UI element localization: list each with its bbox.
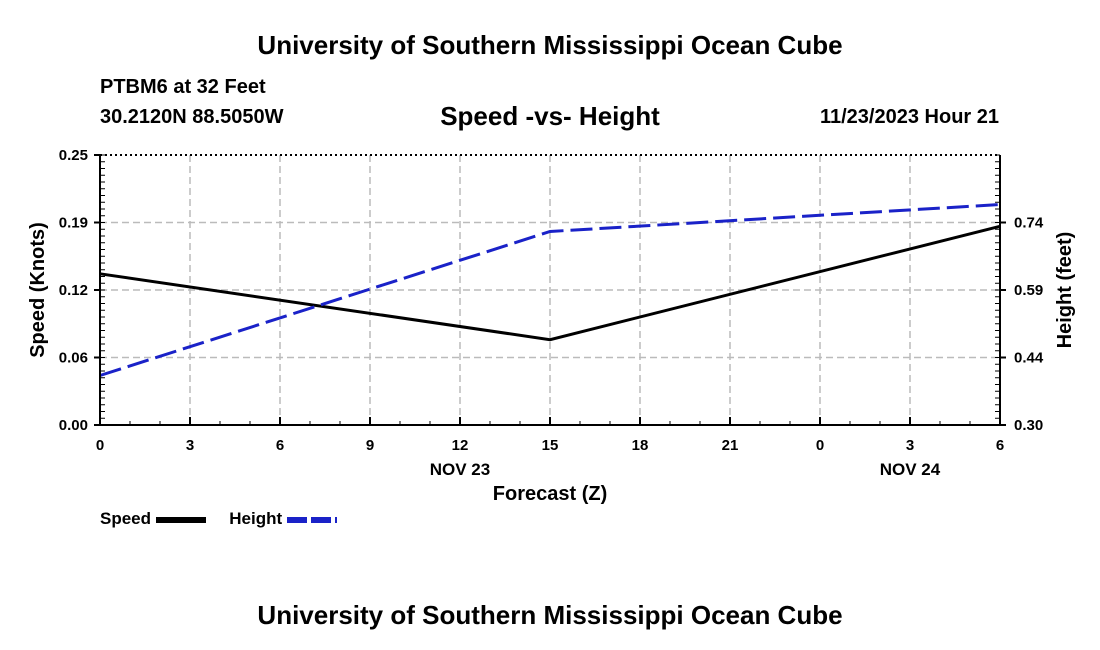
y2-axis-label: Height (feet) bbox=[1054, 232, 1076, 349]
station-label: PTBM6 at 32 Feet bbox=[100, 76, 266, 98]
location-label: 30.2120N 88.5050W bbox=[100, 106, 284, 128]
chart-title: Speed -vs- Height bbox=[440, 101, 660, 131]
x-tick-label: 3 bbox=[186, 437, 194, 454]
axis-layer: 0 3 6 9 12 15 18 21 0 3 6 NOV 23 NOV 24 0.00 0.06 0.12 0… bbox=[59, 147, 1044, 479]
x-date-label: NOV 23 bbox=[430, 460, 490, 479]
datetime-label: 11/23/2023 Hour 21 bbox=[819, 106, 999, 128]
x-tick-label: 6 bbox=[276, 437, 284, 454]
legend-height-swatch bbox=[286, 516, 337, 523]
x-tick-label: 12 bbox=[452, 437, 469, 454]
x-tick-label: 15 bbox=[542, 437, 559, 454]
y2-tick-label: 0.44 bbox=[1014, 350, 1044, 367]
y-axis-label: Speed (Knots) bbox=[27, 222, 49, 358]
bottom-title: University of Southern Mississippi Ocean… bbox=[257, 600, 843, 630]
x-tick-label: 21 bbox=[722, 437, 739, 454]
x-tick-label: 6 bbox=[996, 437, 1004, 454]
series-layer bbox=[99, 203, 1001, 377]
y2-tick-label: 0.59 bbox=[1014, 282, 1043, 299]
x-tick-label: 18 bbox=[632, 437, 649, 454]
y2-tick-label: 0.30 bbox=[1014, 417, 1043, 434]
x-tick-label: 0 bbox=[96, 437, 104, 454]
y-tick-label: 0.12 bbox=[59, 282, 88, 299]
y2-tick-label: 0.74 bbox=[1014, 215, 1044, 232]
x-tick-label: 9 bbox=[366, 437, 374, 454]
y-tick-label: 0.06 bbox=[59, 350, 88, 367]
x-axis-label: Forecast (Z) bbox=[493, 483, 607, 505]
y-tick-label: 0.00 bbox=[59, 417, 88, 434]
x-date-label: NOV 24 bbox=[880, 460, 941, 479]
series-line-height bbox=[99, 203, 1001, 377]
legend: Speed Height bbox=[100, 509, 337, 529]
grid-layer bbox=[100, 155, 1000, 425]
y-tick-label: 0.19 bbox=[59, 215, 88, 232]
top-title: University of Southern Mississippi Ocean… bbox=[257, 30, 843, 60]
x-tick-label: 3 bbox=[906, 437, 914, 454]
legend-speed-swatch bbox=[155, 516, 206, 523]
x-tick-label: 0 bbox=[816, 437, 824, 454]
series-line-speed bbox=[99, 224, 1001, 342]
y-tick-label: 0.25 bbox=[59, 147, 88, 164]
legend-height-label: Height bbox=[229, 509, 283, 528]
legend-speed-label: Speed bbox=[100, 509, 152, 528]
